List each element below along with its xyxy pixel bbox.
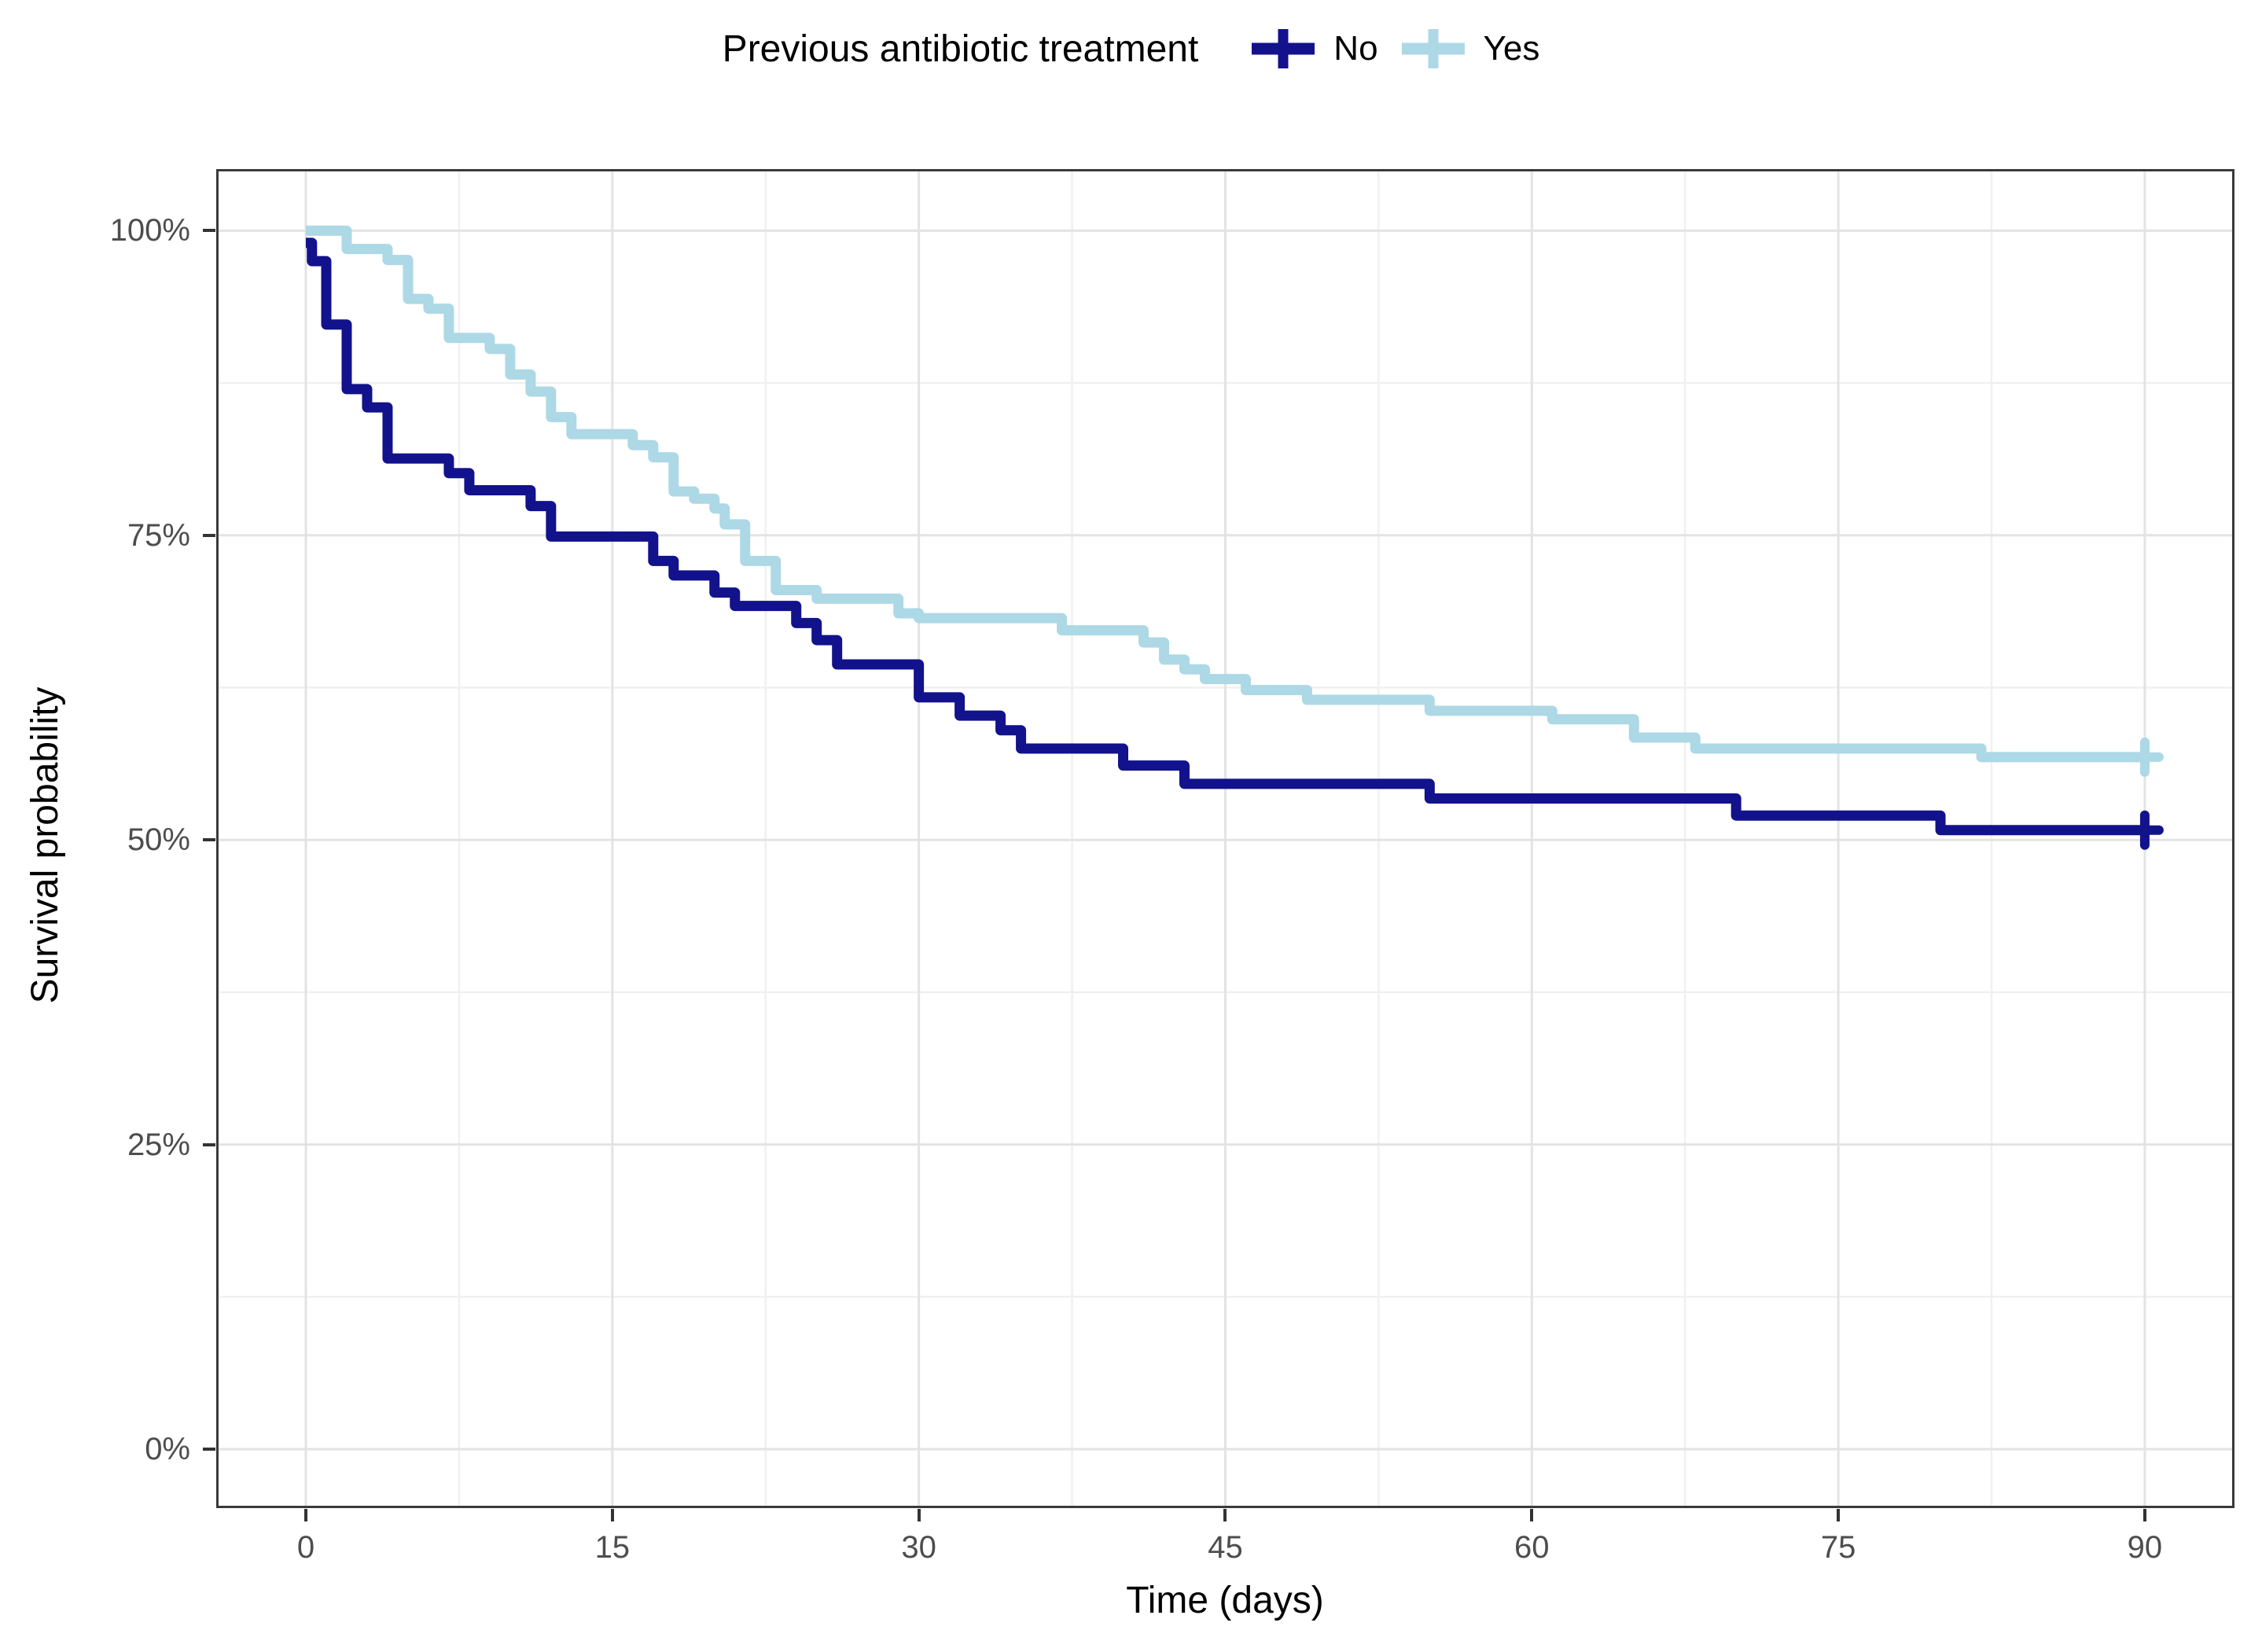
legend-label-no: No	[1333, 29, 1378, 68]
y-tick-label: 100%	[109, 213, 190, 248]
x-tick-mark	[304, 1509, 307, 1521]
legend-title: Previous antibiotic treatment	[722, 28, 1199, 70]
yes-curve-key-icon	[1401, 29, 1465, 68]
x-tick-mark	[2142, 1509, 2146, 1521]
y-tick-mark	[203, 229, 215, 233]
x-tick-mark	[610, 1509, 614, 1521]
y-tick-mark	[203, 533, 215, 537]
x-tick-label: 60	[1514, 1530, 1550, 1565]
plot-panel	[216, 169, 2234, 1508]
survival-curve-yes	[306, 225, 2145, 763]
x-tick-label: 45	[1208, 1530, 1243, 1565]
legend-item-yes: Yes	[1400, 25, 1540, 72]
y-tick-label: 50%	[127, 822, 190, 858]
y-tick-mark	[203, 838, 215, 842]
x-tick-mark	[917, 1509, 921, 1521]
no-curve-key-icon	[1252, 29, 1315, 68]
y-axis-title: Survival probability	[24, 686, 66, 1004]
x-axis-title: Time (days)	[1126, 1580, 1324, 1621]
x-tick-label: 0	[296, 1530, 315, 1565]
x-tick-label: 75	[1820, 1530, 1856, 1565]
y-tick-label: 25%	[127, 1127, 190, 1162]
x-tick-label: 90	[2127, 1530, 2163, 1565]
y-tick-label: 75%	[127, 517, 190, 553]
legend: Previous antibiotic treatment No Yes	[0, 11, 2262, 86]
x-tick-mark	[1530, 1509, 1534, 1521]
y-tick-mark	[203, 1142, 215, 1146]
legend-item-no: No	[1250, 25, 1378, 72]
y-tick-mark	[203, 1448, 215, 1451]
y-tick-label: 0%	[145, 1432, 190, 1466]
x-tick-mark	[1223, 1509, 1227, 1521]
x-tick-mark	[1837, 1509, 1841, 1521]
legend-label-yes: Yes	[1483, 29, 1540, 68]
x-tick-label: 30	[901, 1530, 936, 1565]
x-tick-label: 15	[594, 1530, 631, 1565]
survival-curve-no	[306, 237, 2145, 836]
